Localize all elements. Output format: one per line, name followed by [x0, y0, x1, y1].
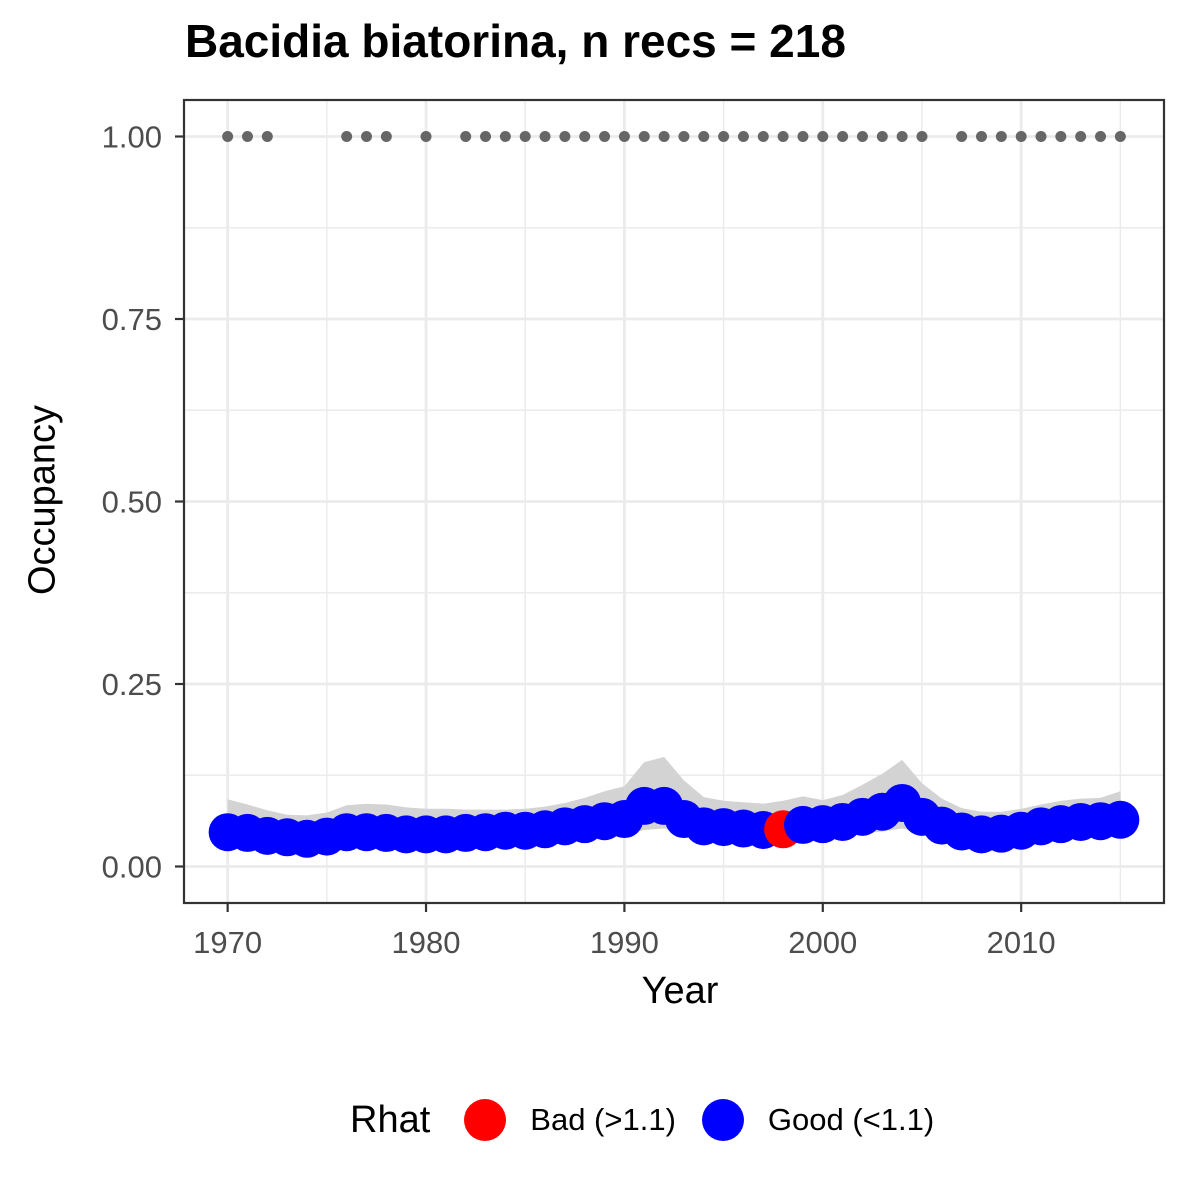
occupancy-points-group	[208, 783, 1140, 858]
y-tick-label: 0.25	[102, 667, 162, 702]
record-point	[1095, 131, 1107, 142]
record-point	[658, 131, 670, 142]
record-point	[975, 131, 987, 142]
record-point	[380, 131, 392, 142]
record-point	[856, 131, 868, 142]
legend-label-bad: Bad (>1.1)	[530, 1102, 676, 1137]
y-axis-label: Occupancy	[21, 404, 64, 596]
record-point	[678, 131, 690, 142]
record-point	[222, 131, 234, 142]
record-point	[956, 131, 968, 142]
record-point	[519, 131, 531, 142]
record-point	[638, 131, 650, 142]
record-point	[579, 131, 591, 142]
x-tick-label: 1990	[590, 925, 659, 960]
record-point	[341, 131, 353, 142]
legend-label-good: Good (<1.1)	[767, 1102, 935, 1137]
legend: Rhat Bad (>1.1) Good (<1.1)	[350, 1090, 960, 1150]
record-point	[361, 131, 373, 142]
record-point	[718, 131, 730, 142]
record-point	[698, 131, 710, 142]
occupancy-point	[1101, 800, 1140, 839]
record-point	[1114, 131, 1126, 142]
x-tick-label: 1970	[193, 925, 262, 960]
record-point	[261, 131, 273, 142]
record-points-group	[222, 131, 1126, 142]
legend-key-bad	[464, 1099, 507, 1141]
record-point	[817, 131, 829, 142]
record-point	[1075, 131, 1087, 142]
record-point	[896, 131, 908, 142]
record-point	[241, 131, 253, 142]
record-point	[420, 131, 432, 142]
y-tick-label: 0.75	[102, 302, 162, 337]
y-tick-label: 0.50	[102, 485, 162, 520]
record-point	[539, 131, 551, 142]
record-point	[480, 131, 492, 142]
record-point	[1035, 131, 1047, 142]
record-point	[499, 131, 511, 142]
record-point	[797, 131, 809, 142]
grid-lines	[184, 100, 1164, 903]
record-point	[995, 131, 1007, 142]
record-point	[1055, 131, 1067, 142]
x-tick-label: 2000	[788, 925, 857, 960]
record-point	[559, 131, 571, 142]
x-tick-label: 2010	[987, 925, 1056, 960]
record-point	[618, 131, 630, 142]
record-point	[460, 131, 472, 142]
record-point	[777, 131, 789, 142]
y-tick-label: 0.00	[102, 850, 162, 885]
record-point	[599, 131, 611, 142]
chart-title: Bacidia biatorina, n recs = 218	[185, 15, 846, 67]
x-axis-label: Year	[641, 970, 719, 1012]
record-point	[916, 131, 928, 142]
record-point	[837, 131, 849, 142]
legend-key-good	[701, 1099, 744, 1141]
y-tick-label: 1.00	[102, 120, 162, 155]
record-point	[757, 131, 769, 142]
legend-title: Rhat	[350, 1098, 431, 1141]
record-point	[1015, 131, 1027, 142]
axes-group: 1970 1980 1990 2000 2010 0.00 0.25 0.50 0.75 1.00	[102, 120, 1056, 961]
record-point	[737, 131, 749, 142]
record-point	[876, 131, 888, 142]
x-tick-label: 1980	[392, 925, 461, 960]
